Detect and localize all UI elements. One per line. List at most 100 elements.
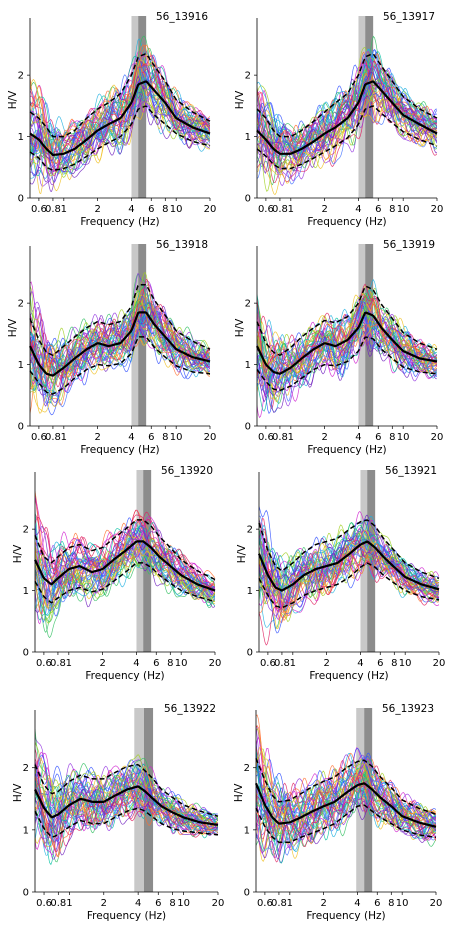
window-curve	[30, 78, 210, 185]
window-curve	[35, 796, 218, 856]
window-curve	[256, 746, 436, 824]
x-tick-label: 4	[355, 204, 361, 215]
y-tick-label: 2	[23, 763, 29, 774]
std-lower-curve	[256, 105, 438, 170]
x-axis-label: Frequency (Hz)	[80, 444, 159, 456]
mean-curve	[257, 540, 440, 592]
x-tick-label: 20	[212, 898, 225, 909]
x-tick-label: 10	[397, 432, 410, 443]
x-axis-label: Frequency (Hz)	[80, 216, 159, 228]
x-tick-label: 6	[148, 432, 154, 443]
x-tick-label: 2	[101, 898, 107, 909]
std-lower-curve	[29, 336, 211, 395]
window-curves	[256, 714, 436, 864]
x-tick-label: 10	[170, 432, 183, 443]
window-curve	[35, 532, 215, 610]
x-tick-label: 20	[430, 898, 443, 909]
x-tick-label: 0.8	[45, 204, 61, 215]
chart-title: 56_13919	[383, 239, 435, 251]
x-tick-label: 2	[321, 204, 327, 215]
window-curve	[35, 783, 218, 852]
window-curve	[35, 537, 215, 600]
window-curve	[257, 299, 437, 387]
window-curve	[259, 553, 439, 646]
x-tick-label: 0.8	[272, 432, 288, 443]
window-curve	[257, 50, 437, 160]
window-curve	[257, 61, 437, 165]
window-curve	[257, 68, 437, 169]
x-tick-label: 0.8	[272, 204, 288, 215]
x-tick-label: 20	[204, 432, 217, 443]
chart-title: 56_13922	[164, 703, 216, 715]
mean-curve	[29, 80, 211, 156]
std-upper-curve	[256, 285, 438, 357]
y-tick-label: 0	[244, 888, 250, 899]
window-curve	[257, 86, 437, 180]
mean-curve	[34, 540, 216, 592]
x-tick-label: 10	[399, 658, 412, 669]
x-tick-label: 2	[99, 658, 105, 669]
window-curves	[259, 506, 439, 646]
x-tick-label: 2	[320, 898, 326, 909]
y-tick-label: 0	[23, 888, 29, 899]
x-tick-label: 1	[66, 658, 72, 669]
x-tick-label: 1	[287, 898, 293, 909]
x-tick-label: 8	[391, 658, 397, 669]
window-curve	[35, 555, 215, 639]
x-tick-label: 4	[354, 898, 360, 909]
y-tick-label: 2	[245, 71, 251, 82]
window-curve	[35, 525, 215, 590]
x-tick-label: 6	[375, 432, 381, 443]
window-curve	[35, 537, 215, 615]
window-curve	[30, 82, 210, 192]
x-tick-label: 8	[162, 432, 168, 443]
window-curve	[259, 520, 439, 594]
y-tick-label: 2	[244, 763, 250, 774]
window-curves	[257, 35, 437, 196]
window-curves	[35, 729, 218, 866]
std-lower-curve	[34, 562, 216, 604]
window-curve	[35, 757, 218, 827]
chart-title: 56_13920	[161, 465, 213, 477]
std-upper-curve	[255, 758, 437, 816]
x-tick-label: 8	[162, 204, 168, 215]
window-curve	[257, 71, 437, 174]
window-curve	[35, 741, 218, 826]
x-axis-label: Frequency (Hz)	[307, 216, 386, 228]
y-tick-label: 0	[245, 194, 251, 205]
window-curve	[257, 68, 437, 172]
window-curve	[256, 714, 436, 830]
x-tick-label: 0.8	[50, 658, 66, 669]
std-lower-curve	[29, 105, 211, 172]
x-tick-label: 6	[155, 898, 161, 909]
window-curve	[30, 69, 210, 177]
window-curve	[30, 80, 210, 186]
window-curve	[256, 756, 436, 821]
window-curve	[259, 506, 439, 597]
window-curve	[257, 98, 437, 196]
y-tick-label: 1	[18, 132, 24, 143]
mean-curve	[256, 311, 438, 375]
y-axis-label: H/V	[233, 783, 245, 802]
y-axis-label: H/V	[234, 318, 246, 337]
window-curve	[35, 774, 218, 831]
y-tick-label: 1	[18, 360, 24, 371]
y-tick-label: 2	[18, 71, 24, 82]
window-curve	[35, 544, 215, 616]
window-curve	[256, 783, 436, 845]
chart-title: 56_13916	[156, 11, 208, 23]
window-curve	[257, 301, 437, 382]
y-tick-label: 1	[245, 132, 251, 143]
chart-title: 56_13921	[385, 465, 437, 477]
x-tick-label: 4	[355, 432, 361, 443]
window-curve	[257, 314, 437, 404]
x-tick-label: 6	[375, 204, 381, 215]
x-tick-label: 4	[133, 658, 139, 669]
x-tick-label: 0.8	[50, 898, 66, 909]
window-curve	[30, 306, 210, 377]
x-tick-label: 0.6	[31, 432, 47, 443]
chart-title: 56_13917	[383, 11, 435, 23]
x-tick-label: 4	[135, 898, 141, 909]
x-tick-label: 10	[170, 204, 183, 215]
